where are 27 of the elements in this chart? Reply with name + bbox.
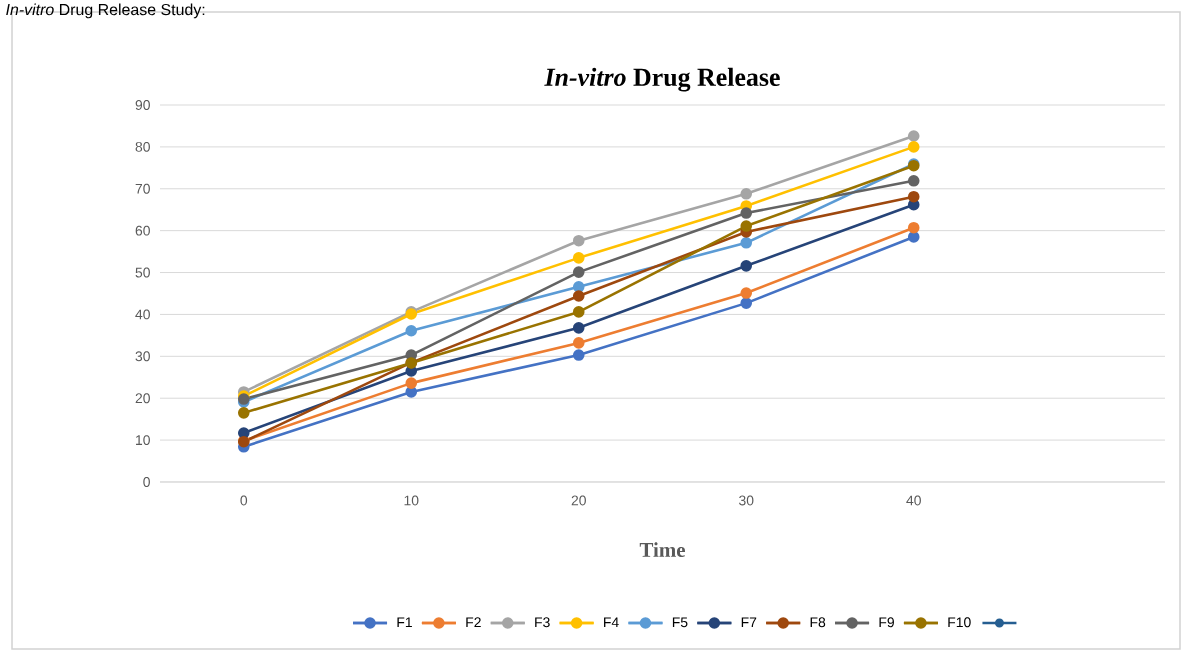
legend-label: F1	[397, 617, 412, 628]
y-tick-label: 60	[135, 225, 150, 236]
x-tick-label: 10	[404, 495, 419, 506]
legend-label: F2	[466, 617, 481, 628]
x-axis-title: Time	[639, 542, 686, 557]
y-tick-label: 40	[135, 309, 150, 320]
x-tick-label: 30	[739, 495, 754, 506]
y-tick-label: 30	[135, 351, 150, 362]
legend-label: F3	[535, 617, 550, 628]
legend-label: F7	[741, 617, 757, 628]
y-tick-label: 70	[135, 183, 150, 194]
y-tick-label: 10	[136, 435, 150, 446]
y-tick-label: 20	[135, 393, 150, 404]
text: In-vitro Drug Release Study:	[6, 3, 205, 19]
legend-label: F9	[879, 617, 894, 628]
legend-label: F8	[810, 617, 826, 628]
chart-title: In-vitro Drug Release	[544, 67, 780, 92]
legend-label: F10	[948, 617, 971, 628]
y-tick-label: 90	[135, 100, 150, 110]
legend-label: F5	[672, 617, 688, 628]
y-tick-label: 80	[135, 141, 150, 152]
y-tick-label: 0	[143, 477, 150, 487]
y-tick-label: 50	[135, 267, 150, 278]
x-tick-label: 40	[906, 495, 921, 506]
x-tick-label: 0	[240, 495, 248, 506]
x-tick-label: 20	[571, 495, 586, 506]
legend-label: F4	[604, 617, 619, 628]
